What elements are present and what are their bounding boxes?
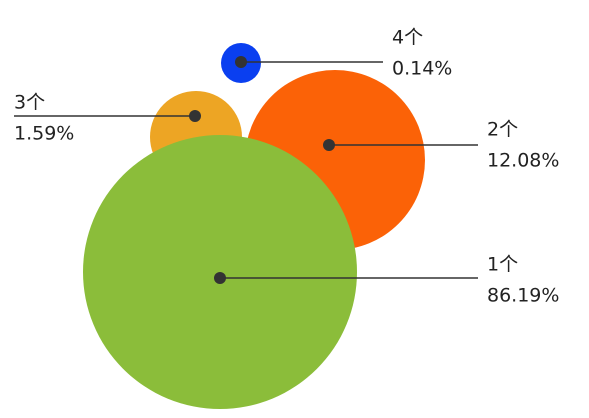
value-label: 12.08% xyxy=(487,150,559,172)
value-label: 1.59% xyxy=(14,123,74,145)
leader-dot xyxy=(323,139,335,151)
category-label: 4个 xyxy=(392,27,423,49)
value-label: 0.14% xyxy=(392,58,452,80)
category-label: 3个 xyxy=(14,92,45,114)
category-label: 2个 xyxy=(487,119,518,141)
category-label: 1个 xyxy=(487,254,518,276)
leader-dot xyxy=(235,56,247,68)
leader-dot xyxy=(214,272,226,284)
leader-dot xyxy=(189,110,201,122)
value-label: 86.19% xyxy=(487,285,559,307)
